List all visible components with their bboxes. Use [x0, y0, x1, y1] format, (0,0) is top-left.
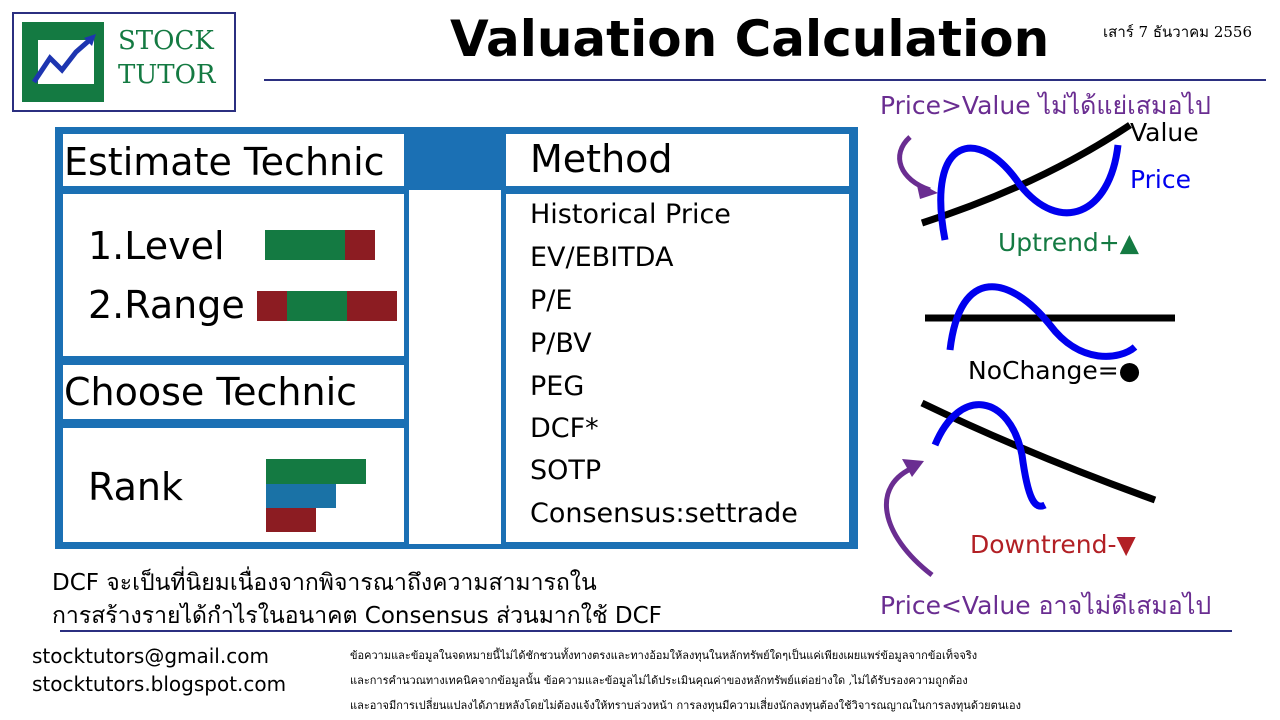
curve-label: Value	[1130, 118, 1199, 147]
disclaimer: ข้อความและข้อมูลในจดหมายนี้ไม่ได้ชักชวนท…	[350, 649, 978, 662]
contact: stocktutors@gmail.com	[32, 644, 269, 668]
bar	[347, 291, 397, 321]
method-item: PEG	[530, 371, 585, 402]
contact: stocktutors.blogspot.com	[32, 672, 287, 696]
item: Rank	[88, 465, 183, 509]
method-item: P/BV	[530, 328, 592, 359]
trend-curves	[884, 122, 1175, 577]
bar	[287, 291, 347, 321]
connector	[405, 130, 505, 190]
heading-box	[58, 129, 409, 191]
method-item: Consensus:settrade	[530, 498, 798, 529]
caption: Price<Value อาจไม่ดีเสมอไป	[880, 591, 1212, 620]
bar	[345, 230, 375, 260]
item: 2.Range	[88, 283, 245, 327]
heading: Choose Technic	[64, 370, 358, 414]
disclaimer: และการคำนวณทางเทคนิคจากข้อมูลนั้น ข้อควา…	[350, 674, 968, 687]
logo-text: TUTOR	[118, 60, 216, 90]
bar	[266, 459, 366, 484]
heading: Method	[530, 137, 673, 181]
bar	[257, 291, 287, 321]
method-item: SOTP	[530, 455, 602, 486]
note: DCF จะเป็นที่นิยมเนื่องจากพิจารณาถึงความ…	[52, 570, 597, 596]
method-item: EV/EBITDA	[530, 242, 674, 273]
method-item: Historical Price	[530, 199, 731, 230]
bar	[266, 484, 336, 508]
content-box	[58, 189, 409, 361]
rule	[264, 79, 1266, 81]
title: Valuation Calculation	[450, 10, 1050, 68]
heading-box	[501, 129, 854, 191]
content-box	[58, 423, 409, 547]
trend-label: Downtrend-▼	[970, 530, 1136, 559]
bar	[265, 230, 345, 260]
heading-box	[58, 360, 409, 424]
logo-chart	[31, 34, 96, 84]
logo-box	[12, 12, 236, 112]
trend-label: Uptrend+▲	[998, 228, 1139, 257]
method-item: P/E	[530, 285, 573, 316]
trend-label: NoChange=●	[968, 356, 1141, 385]
curve-label: Price	[1130, 165, 1191, 194]
item: 1.Level	[88, 224, 225, 268]
content-box	[501, 189, 854, 547]
heading: Estimate Technic	[64, 140, 385, 184]
caption: Price>Value ไม่ได้แย่เสมอไป	[880, 91, 1211, 120]
bar	[266, 508, 316, 532]
rule	[60, 630, 1232, 632]
disclaimer: และอาจมีการเปลี่ยนแปลงได้ภายหลังโดยไม่ต้…	[350, 699, 1021, 712]
logo-text: STOCK	[118, 26, 214, 56]
method-item: DCF*	[530, 413, 599, 444]
date: เสาร์ 7 ธันวาคม 2556	[1103, 23, 1252, 41]
note: การสร้างรายได้กำไรในอนาคต Consensus ส่วน…	[52, 603, 662, 629]
